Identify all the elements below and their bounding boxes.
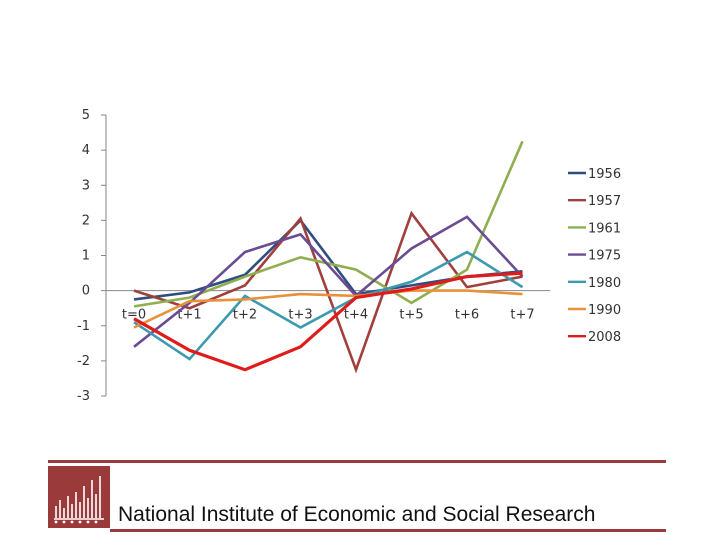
y-tick-label: -2 <box>77 354 90 369</box>
x-tick-label: t+5 <box>399 308 423 323</box>
x-tick-label: t+3 <box>288 308 312 323</box>
x-tick-label: t+7 <box>510 308 534 323</box>
chart-legend: 1956 1957 1961 1975 1980 1990 2008 <box>568 167 621 345</box>
legend-label-1980: 1980 <box>588 276 621 291</box>
y-tick-label: -3 <box>77 389 90 404</box>
y-tick-label: 3 <box>82 178 90 193</box>
footer-bottom-rule <box>110 529 666 532</box>
series-line-1956 <box>133 218 523 301</box>
y-tick-label: 1 <box>82 249 90 264</box>
legend-label-1975: 1975 <box>588 249 621 264</box>
x-tick-label: t+4 <box>344 308 368 323</box>
x-tick-label: t+2 <box>233 308 257 323</box>
footer-top-rule <box>48 460 666 463</box>
x-tick-label: t+1 <box>177 308 201 323</box>
series-line-1975 <box>133 215 524 348</box>
y-tick-label: 5 <box>82 108 90 123</box>
y-tick-label: 0 <box>82 284 90 299</box>
series-line-1980 <box>133 250 524 361</box>
legend-label-1961: 1961 <box>588 221 621 236</box>
chart-series <box>133 140 524 374</box>
series-line-2008 <box>133 271 523 372</box>
series-line-1990 <box>133 289 523 329</box>
legend-label-1957: 1957 <box>588 194 621 209</box>
y-tick-label: 2 <box>82 213 90 228</box>
niesr-logo <box>48 466 110 528</box>
y-tick-label: 4 <box>82 143 90 158</box>
legend-label-1956: 1956 <box>588 167 621 182</box>
x-tick-label: t=0 <box>122 308 146 323</box>
footer-organization-name: National Institute of Economic and Socia… <box>118 503 596 526</box>
x-tick-label: t+6 <box>455 308 479 323</box>
legend-label-2008: 2008 <box>588 330 621 345</box>
legend-label-1990: 1990 <box>588 303 621 318</box>
y-tick-label: -1 <box>77 319 90 334</box>
